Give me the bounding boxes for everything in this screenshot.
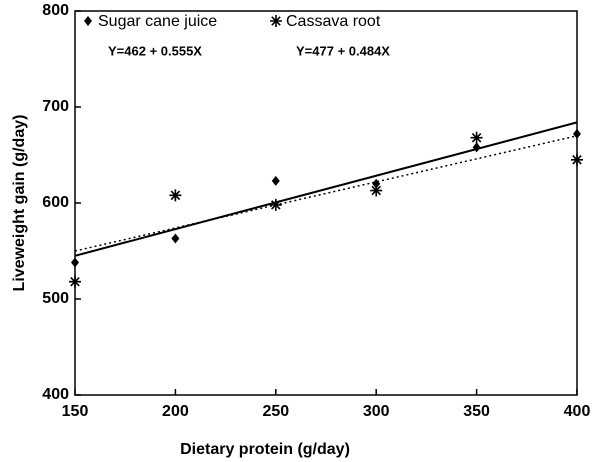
x-axis-label: Dietary protein (g/day): [180, 441, 350, 458]
y-tick-label: 500: [42, 290, 69, 307]
marker: [169, 189, 182, 202]
y-tick-label: 800: [42, 2, 69, 19]
marker: [269, 198, 282, 211]
y-axis-label: Liveweight gain (g/day): [11, 115, 28, 292]
legend-marker: [270, 15, 282, 27]
plot-frame: [74, 10, 578, 396]
marker: [573, 128, 581, 139]
y-tick-label: 600: [42, 194, 69, 211]
y-tick-label: 400: [42, 386, 69, 403]
marker: [370, 184, 383, 197]
x-tick-label: 400: [564, 403, 591, 420]
legend-label: Cassava root: [286, 13, 381, 30]
x-tick-label: 150: [62, 403, 89, 420]
marker: [69, 275, 81, 288]
y-tick-label: 700: [42, 98, 69, 115]
x-tick-label: 200: [162, 403, 189, 420]
legend-marker: [84, 16, 92, 26]
equation: Y=462 + 0.555X: [108, 43, 202, 58]
x-tick-label: 300: [363, 403, 390, 420]
equation: Y=477 + 0.484X: [296, 43, 390, 58]
marker: [271, 175, 280, 186]
marker: [472, 142, 481, 153]
marker: [171, 233, 180, 244]
marker: [71, 257, 79, 268]
x-tick-label: 250: [262, 403, 289, 420]
x-tick-label: 350: [463, 403, 490, 420]
trend-line: [74, 135, 578, 252]
marker: [571, 153, 583, 166]
trend-line: [74, 121, 578, 257]
legend-label: Sugar cane juice: [98, 13, 217, 30]
marker: [470, 131, 483, 144]
